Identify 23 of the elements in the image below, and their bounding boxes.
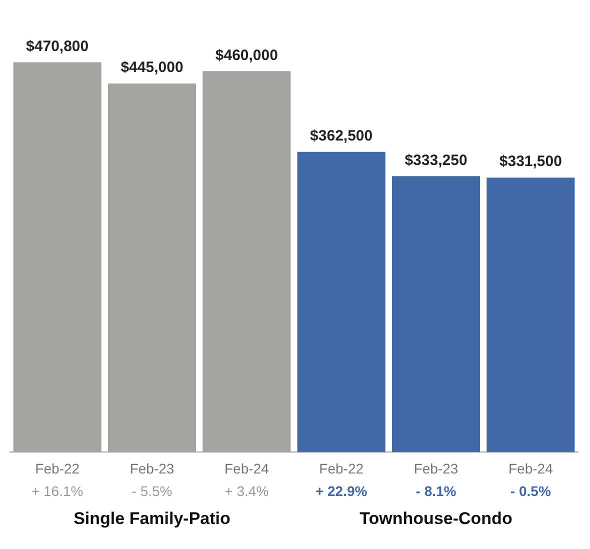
- x-tick-label: Feb-22: [319, 460, 364, 476]
- data-label: $331,500: [499, 153, 562, 170]
- text: - 5.5%: [132, 482, 172, 499]
- text: - 0.5%: [510, 482, 552, 499]
- text: - 8.1%: [416, 482, 457, 499]
- text: + 3.4%: [224, 482, 269, 499]
- text: Townhouse-Condo: [360, 509, 512, 528]
- data-label: $460,000: [215, 46, 278, 64]
- x-tick-label: Feb-22: [35, 460, 80, 476]
- text: + 22.9%: [315, 482, 368, 499]
- x-tick-label: Feb-24: [224, 460, 270, 476]
- bar: [392, 176, 480, 452]
- text: + 16.1%: [31, 482, 84, 499]
- bar: [486, 178, 575, 452]
- x-tick-label: Feb-24: [508, 460, 554, 476]
- x-tick-label: Feb-23: [130, 460, 174, 476]
- data-label: $470,800: [26, 38, 89, 55]
- bar: [297, 152, 386, 452]
- data-label: $445,000: [120, 59, 184, 76]
- data-label: $333,250: [404, 152, 468, 169]
- x-tick-label: Feb-23: [414, 460, 458, 476]
- data-label: $362,500: [310, 128, 373, 145]
- text: Single Family-Patio: [74, 509, 230, 528]
